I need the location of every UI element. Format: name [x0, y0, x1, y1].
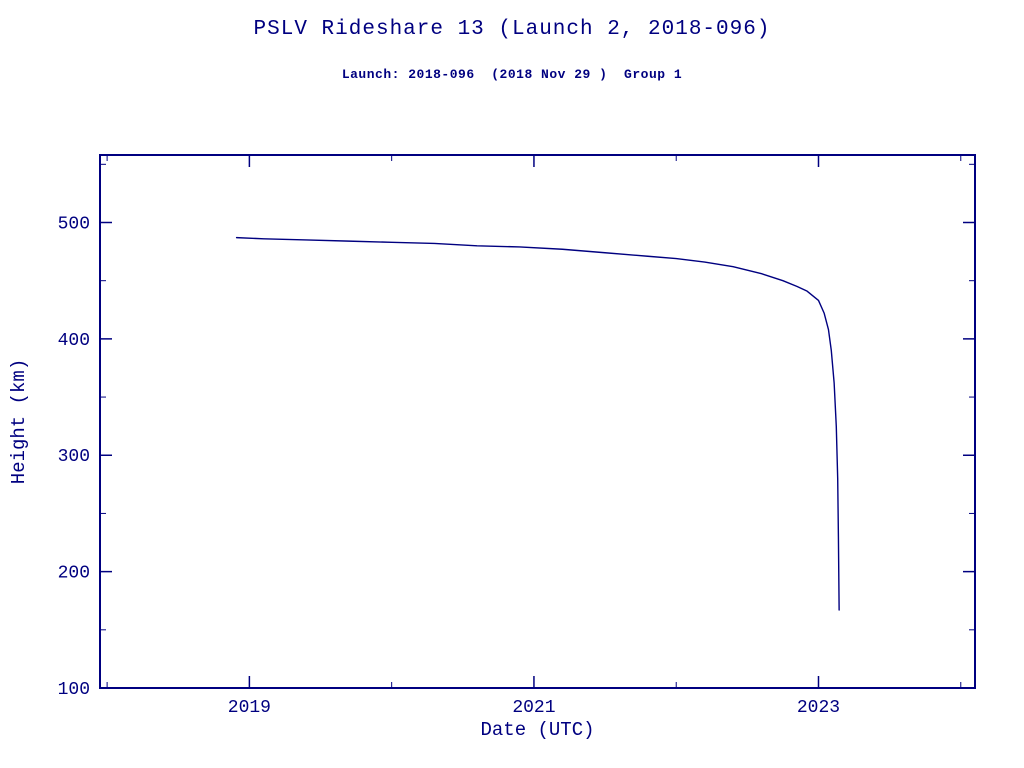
height-series-line — [235, 236, 840, 611]
y-axis-label: Height (km) — [8, 359, 30, 484]
y-tick-label: 300 — [58, 447, 90, 467]
x-tick-label: 2021 — [512, 698, 555, 718]
chart-title: PSLV Rideshare 13 (Launch 2, 2018-096) — [253, 18, 771, 41]
y-tick-label: 200 — [58, 564, 90, 584]
y-tick-label: 500 — [58, 214, 90, 234]
y-tick-label: 100 — [58, 680, 90, 700]
chart-subtitle: Launch: 2018-096 (2018 Nov 29 ) Group 1 — [341, 67, 683, 82]
y-tick-label: 400 — [58, 331, 90, 351]
plot-frame — [99, 154, 976, 689]
x-tick-label: 2023 — [797, 698, 840, 718]
x-axis-label: Date (UTC) — [480, 719, 594, 741]
x-tick-label: 2019 — [228, 698, 271, 718]
